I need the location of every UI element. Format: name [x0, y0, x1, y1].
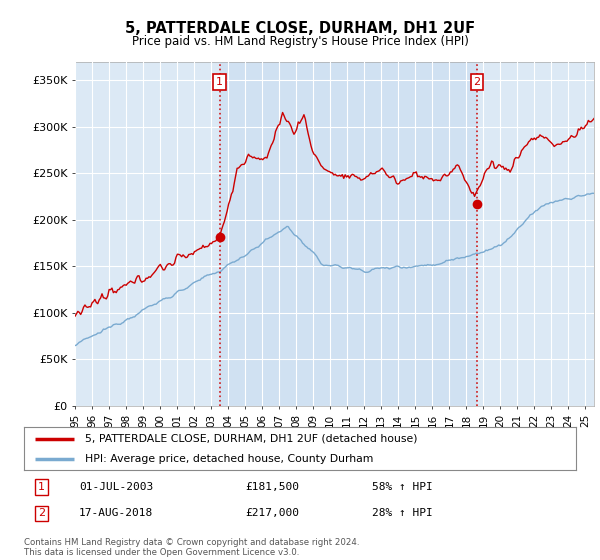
Text: 01-JUL-2003: 01-JUL-2003 [79, 482, 154, 492]
Text: HPI: Average price, detached house, County Durham: HPI: Average price, detached house, Coun… [85, 455, 373, 464]
Text: £217,000: £217,000 [245, 508, 299, 519]
Bar [220, 62, 477, 406]
Text: 2: 2 [38, 508, 45, 519]
Text: £181,500: £181,500 [245, 482, 299, 492]
Text: 5, PATTERDALE CLOSE, DURHAM, DH1 2UF (detached house): 5, PATTERDALE CLOSE, DURHAM, DH1 2UF (de… [85, 433, 417, 444]
Text: 2: 2 [473, 77, 481, 87]
Text: 28% ↑ HPI: 28% ↑ HPI [372, 508, 433, 519]
Text: Contains HM Land Registry data © Crown copyright and database right 2024.
This d: Contains HM Land Registry data © Crown c… [24, 538, 359, 557]
Text: Price paid vs. HM Land Registry's House Price Index (HPI): Price paid vs. HM Land Registry's House … [131, 35, 469, 48]
Text: 17-AUG-2018: 17-AUG-2018 [79, 508, 154, 519]
Text: 5, PATTERDALE CLOSE, DURHAM, DH1 2UF: 5, PATTERDALE CLOSE, DURHAM, DH1 2UF [125, 21, 475, 36]
Text: 58% ↑ HPI: 58% ↑ HPI [372, 482, 433, 492]
Text: 1: 1 [38, 482, 45, 492]
Text: 1: 1 [216, 77, 223, 87]
